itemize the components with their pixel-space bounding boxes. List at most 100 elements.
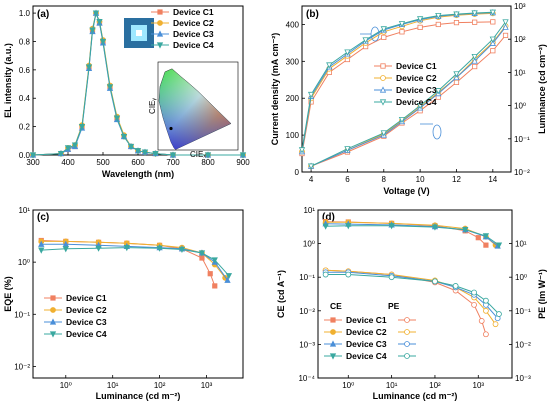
panel-c-y-tick-label: 10⁻¹ — [14, 310, 30, 319]
panel-d-y-tick-label: 10⁻¹ — [299, 273, 315, 282]
panel-a-label: (a) — [37, 9, 49, 20]
panel-b-left-device-c1-point — [472, 19, 478, 25]
panel-a-legend-2-label: Device C2 — [173, 18, 214, 28]
panel-b-axes — [301, 5, 512, 173]
panel-d-legend-ce-header: CE — [330, 301, 342, 311]
panel-d-y-tick-label: 10⁻⁴ — [298, 374, 315, 383]
panel-b-x-tick-label: 14 — [488, 175, 497, 184]
panel-d-pe-device-c2-point — [492, 321, 499, 328]
panel-d-legend-pe-marker — [404, 329, 410, 335]
panel-b-left-device-c4-point — [471, 10, 478, 17]
panel-b-x-tick-label: 10 — [416, 175, 425, 184]
panel-a-x-tick-label: 400 — [61, 158, 75, 167]
panel-b-right-device-c1-point — [453, 79, 460, 85]
panel-b-legend-1-label: Device C1 — [396, 61, 437, 71]
panel-d-y2-tick-label: 10¹ — [515, 240, 527, 249]
panel-a-y-tick-label: 0.6 — [19, 66, 31, 75]
panel-a-device-c4-point — [239, 152, 247, 159]
panel-d-pe-device-c4-point — [471, 289, 477, 296]
panel-b-x-tick-label: 4 — [309, 175, 314, 184]
panel-a-legend-4-label: Device C4 — [173, 40, 214, 50]
panel-c-device-c4-point — [123, 245, 130, 252]
panel-b-right-device-c4-point — [453, 71, 460, 78]
panel-d-ce-device-c4-point — [322, 223, 329, 230]
panel-b-left-device-c4-point — [298, 147, 306, 154]
panel-b-right-device-c4-point — [489, 36, 496, 43]
panel-b-left-device-c4-point — [307, 91, 315, 99]
panel-d-y-tick-label: 10⁻³ — [299, 340, 315, 349]
panel-d-ylabel: CE (cd A⁻¹) — [276, 270, 286, 318]
panel-a-device-c4-point — [89, 27, 96, 34]
panel-b-right-device-c4-point — [416, 103, 424, 110]
panel-b-x-tick-label: 8 — [382, 175, 387, 184]
panel-b-right-device-c4-point — [307, 163, 315, 170]
panel-a-device-c4-point — [71, 142, 79, 149]
panel-a-x-tick-label: 900 — [236, 158, 250, 167]
panel-a-ylabel: EL intensity (a.u.) — [3, 43, 13, 118]
panel-d-ce-device-c1-point — [483, 242, 489, 248]
panel-b-y-tick-label: 0 — [295, 168, 300, 177]
panel-c-series — [38, 237, 233, 289]
panel-a-device-c4-point — [106, 84, 114, 91]
panel-d-ce-device-c4-point — [431, 224, 439, 231]
panel-c-legend-4-marker — [49, 331, 57, 338]
panel-b-ylabel: Current density (mA cm⁻²) — [270, 33, 280, 145]
panel-b-y-tick-label: 100 — [286, 131, 300, 140]
panel-d-legend-label-4: Device C4 — [346, 351, 387, 361]
panel-c-label: (c) — [37, 212, 49, 223]
panel-c-legend-2-marker — [50, 307, 56, 313]
panel-d-pe-device-c4-point — [496, 311, 502, 317]
panel-b-right-device-c4-point — [380, 130, 387, 137]
panel-b-right-device-c2-line — [310, 25, 506, 167]
panel-d-y-tick-label: 10⁰ — [303, 240, 315, 249]
panel-c-device-c1-point — [207, 271, 213, 277]
panel-d-legend-label-3: Device C3 — [346, 339, 387, 349]
panel-a-device-c4-point — [152, 150, 159, 158]
panel-d-ce-device-c4-point — [495, 242, 503, 249]
panel-a-y-tick-label: 1.0 — [19, 9, 31, 18]
panel-d-x-tick-label: 10⁰ — [342, 381, 354, 390]
panel-a-x-tick-label: 800 — [201, 158, 215, 167]
cie-ylabel: CIEᵧ — [148, 98, 157, 114]
panel-a-device-c4-point — [169, 152, 177, 159]
panel-b-left-device-c4-point — [362, 37, 369, 44]
panel-b-legend-2-label: Device C2 — [396, 73, 437, 83]
panel-a-y-tick-label: 0.4 — [19, 94, 31, 103]
panel-b-right-device-c3-point — [489, 39, 496, 46]
panel-a-y-tick-label: 0.0 — [19, 151, 31, 160]
panel-b-left-device-c1-point — [399, 29, 405, 35]
panel-c-x-tick-label: 10² — [154, 381, 166, 390]
panel-d-xlabel: Luminance (cd m⁻²) — [373, 391, 458, 401]
panel-b-right-device-c3-point — [471, 57, 478, 64]
panel-d-ce-device-c4-point — [482, 233, 490, 240]
panel-a-device-c4-point — [141, 149, 149, 156]
panel-a-device-c4-point — [113, 115, 121, 122]
cie-xlabel: CIEₓ — [190, 150, 206, 159]
panel-b-right-device-c3-line — [310, 26, 506, 167]
panel-b-right-device-c4-point — [502, 19, 509, 26]
panel-d-axes — [317, 209, 513, 379]
panel-a-legend-3-marker — [156, 30, 164, 37]
panel-b-left-device-c1-point — [453, 19, 460, 26]
panel-b-legend-4-marker — [379, 99, 387, 106]
panel-d-pe-device-c2-point — [483, 307, 489, 314]
panel-b-legend-3-marker — [379, 86, 387, 93]
panel-b-left-device-c4-point — [344, 49, 351, 56]
panel-d-legend-ce-marker — [330, 329, 336, 335]
panel-b-x-tick-label: 12 — [452, 175, 461, 184]
panel-c-legend-2-label: Device C2 — [66, 305, 107, 315]
panel-b-legend-2-marker — [380, 75, 386, 81]
panel-d-ce-device-c4-point — [462, 227, 469, 234]
panel-b-y2-tick-label: 10² — [514, 35, 526, 44]
panel-d-y2-tick-label: 10⁻³ — [515, 374, 531, 383]
panel-c-ylabel: EQE (%) — [3, 276, 13, 312]
panel-c-x-tick-label: 10⁰ — [60, 381, 72, 390]
panel-a-y-tick-label: 0.8 — [19, 37, 31, 46]
cie-point — [169, 126, 173, 131]
panel-b-left-device-c1-line — [301, 21, 493, 154]
panel-b-right-device-c1-line — [310, 35, 506, 167]
panel-b-left-device-c4-point — [489, 9, 496, 16]
panel-b-label: (b) — [306, 9, 319, 20]
panel-d-legend-pe-marker — [404, 317, 410, 323]
